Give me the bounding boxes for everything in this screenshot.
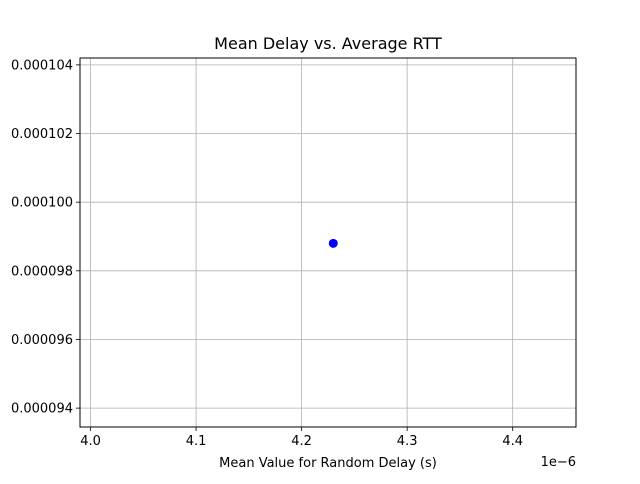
x-tick-label: 4.0 [80,434,101,449]
y-tick-label: 0.000096 [11,333,73,348]
chart-title: Mean Delay vs. Average RTT [214,34,442,53]
ticks: 4.0 4.1 4.2 4.3 4.4 0.000094 0.000096 0.000098 0… [11,58,523,449]
x-tick-label: 4.4 [502,434,523,449]
grid [80,58,576,427]
plot-frame [79,57,577,428]
x-axis-offset-label: 1e−6 [541,455,576,470]
x-tick-label: 4.1 [186,434,207,449]
scatter-point [328,238,338,248]
y-tick-label: 0.000098 [11,264,73,279]
y-tick-label: 0.000102 [11,127,73,142]
y-tick-label: 0.000104 [11,58,73,73]
data-points [328,238,338,248]
x-axis-label: Mean Value for Random Delay (s) [219,456,437,471]
x-tick-label: 4.3 [397,434,418,449]
y-tick-label: 0.000100 [11,196,73,211]
y-tick-label: 0.000094 [11,402,73,417]
x-tick-label: 4.2 [291,434,312,449]
